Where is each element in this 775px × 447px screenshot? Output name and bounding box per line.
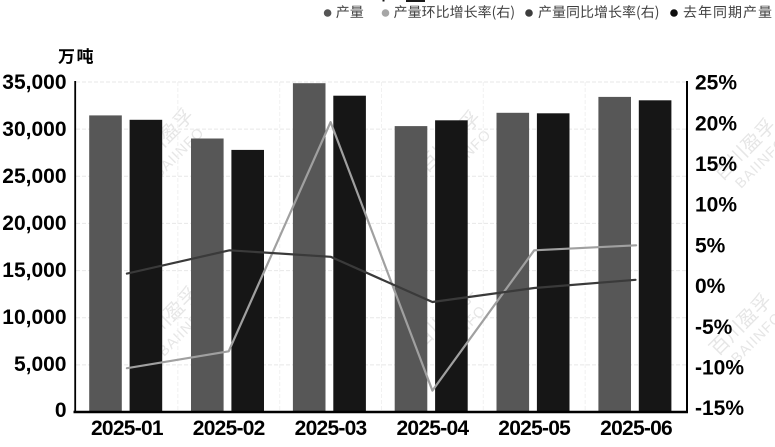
svg-text:20,000: 20,000: [2, 212, 66, 235]
svg-text:-15%: -15%: [695, 397, 744, 420]
svg-text:2025-05: 2025-05: [498, 417, 571, 440]
svg-text:20%: 20%: [695, 112, 737, 135]
svg-text:2025-01: 2025-01: [91, 417, 164, 440]
svg-text:25,000: 25,000: [2, 165, 66, 188]
svg-text:2025-03: 2025-03: [295, 417, 367, 440]
svg-text:2025-06: 2025-06: [600, 417, 672, 440]
svg-text:10%: 10%: [695, 194, 737, 217]
svg-text:5%: 5%: [695, 234, 726, 257]
svg-text:-5%: -5%: [695, 316, 733, 339]
svg-text:5,000: 5,000: [14, 353, 67, 376]
svg-text:2025-04: 2025-04: [396, 417, 469, 440]
svg-text:25%: 25%: [695, 72, 737, 95]
svg-text:0%: 0%: [695, 275, 726, 298]
svg-text:35,000: 35,000: [2, 71, 66, 94]
svg-text:10,000: 10,000: [2, 306, 66, 329]
svg-text:15,000: 15,000: [2, 259, 66, 282]
svg-text:2025-02: 2025-02: [193, 417, 265, 440]
svg-text:15%: 15%: [695, 153, 737, 176]
svg-text:-10%: -10%: [695, 357, 744, 380]
svg-text:30,000: 30,000: [2, 118, 66, 141]
svg-text:0: 0: [55, 399, 67, 422]
